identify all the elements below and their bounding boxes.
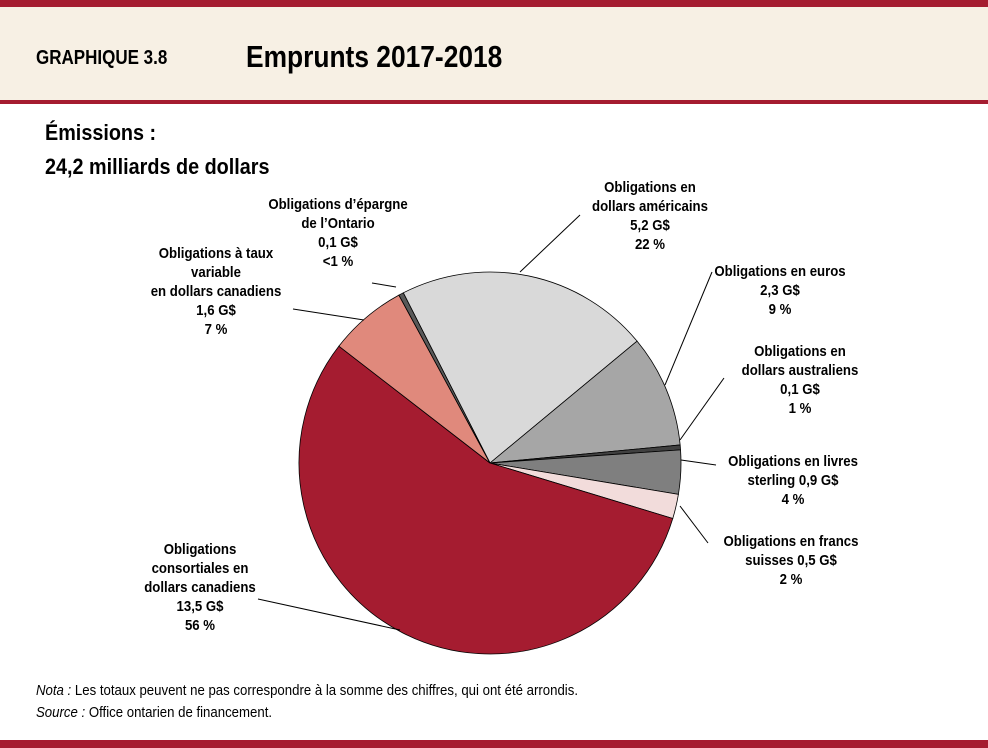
slice-label-line: 4 % xyxy=(781,491,805,508)
slice-label-line: 56 % xyxy=(184,617,216,634)
subtitle-line-2: 24,2 milliards de dollars xyxy=(45,154,270,179)
source-text: Office ontarien de financement. xyxy=(85,704,273,721)
source-label: Source : xyxy=(36,704,86,721)
slice-label-line: 0,1 G$ xyxy=(780,381,820,398)
note: Nota : Les totaux peuvent ne pas corresp… xyxy=(36,682,578,699)
note-text: Les totaux peuvent ne pas correspondre à… xyxy=(71,682,579,699)
slice-label-line: Obligations à taux xyxy=(158,245,274,262)
slice-label-line: Obligations en xyxy=(754,343,846,360)
top-rule xyxy=(0,0,988,7)
source: Source : Office ontarien de financement. xyxy=(36,704,272,721)
slice-label: Obligations en francs suisses 0,5 G$ 2 % xyxy=(724,532,859,589)
slice-label: Obligations consortiales en dollars canadi… xyxy=(144,540,256,635)
slice-label-line: sterling 0,9 G$ xyxy=(747,472,839,489)
chart-title: Emprunts 2017-2018 xyxy=(246,39,503,74)
leader-line-floating xyxy=(292,308,365,321)
slice-label-line: dollars américains xyxy=(592,198,708,215)
pie-slice xyxy=(488,340,681,464)
slice-label: Obligations d’épargne de l’Ontario 0,1 G$ <… xyxy=(268,195,407,271)
header-band: GRAPHIQUE 3.8 Emprunts 2017-2018 xyxy=(0,7,988,100)
slice-label-line: dollars australiens xyxy=(741,362,859,379)
slice-label-line: de l’Ontario xyxy=(301,215,375,232)
slice-label-line: 13,5 G$ xyxy=(176,598,224,615)
leader-line-aud xyxy=(679,377,725,441)
slice-label-line: dollars canadiens xyxy=(144,579,256,596)
slice-label-line: en dollars canadiens xyxy=(150,283,282,300)
pie-slice xyxy=(398,292,491,464)
slice-label-line: 0,1 G$ xyxy=(318,234,358,251)
slice-label-line: 1 % xyxy=(788,400,812,417)
slice-label-line: 2,3 G$ xyxy=(760,282,800,299)
slice-label-line: 22 % xyxy=(634,236,666,253)
pie-slice xyxy=(298,345,674,655)
leader-line-eur xyxy=(664,271,713,386)
slice-label-line: variable xyxy=(191,264,241,281)
leader-line-consortial xyxy=(257,598,401,631)
pie-slice xyxy=(402,271,638,464)
slice-label: Obligations en dollars australiens 0,1 G$ 1… xyxy=(742,342,859,418)
bottom-rule xyxy=(0,740,988,748)
slice-label: Obligations en euros 2,3 G$ 9 % xyxy=(714,262,845,319)
slice-label: Obligations en livres sterling 0,9 G$ 4 % xyxy=(728,452,858,509)
slice-label-line: 7 % xyxy=(204,321,228,338)
slice-label-line: 1,6 G$ xyxy=(196,302,236,319)
slice-label-line: Obligations xyxy=(163,541,237,558)
leader-line-chf xyxy=(679,505,709,544)
slice-label-line: Obligations d’épargne xyxy=(268,196,408,213)
slice-label-line: Obligations en xyxy=(604,179,696,196)
slice-label-line: <1 % xyxy=(322,253,354,270)
slice-label-line: consortiales en xyxy=(151,560,249,577)
slice-label: Obligations à taux variable en dollars can… xyxy=(151,244,282,339)
slice-label-line: 9 % xyxy=(768,301,792,318)
leader-lines xyxy=(257,214,725,631)
slice-label-line: suisses 0,5 G$ xyxy=(745,552,837,569)
leader-line-ontario xyxy=(371,282,397,288)
leader-line-gbp xyxy=(680,459,717,466)
slice-label-line: 2 % xyxy=(779,571,803,588)
figure-number: GRAPHIQUE 3.8 xyxy=(36,47,168,69)
slice-label-line: Obligations en livres xyxy=(728,453,858,470)
leader-line-usd xyxy=(519,214,581,273)
slice-label-line: 5,2 G$ xyxy=(630,217,670,234)
subtitle-line-1: Émissions : xyxy=(45,120,157,145)
slice-label-line: Obligations en euros xyxy=(714,263,846,280)
header-rule xyxy=(0,100,988,104)
slice-label: Obligations en dollars américains 5,2 G$ 22… xyxy=(592,178,708,254)
slice-label-line: Obligations en francs xyxy=(723,533,859,550)
note-label: Nota : xyxy=(36,682,72,699)
